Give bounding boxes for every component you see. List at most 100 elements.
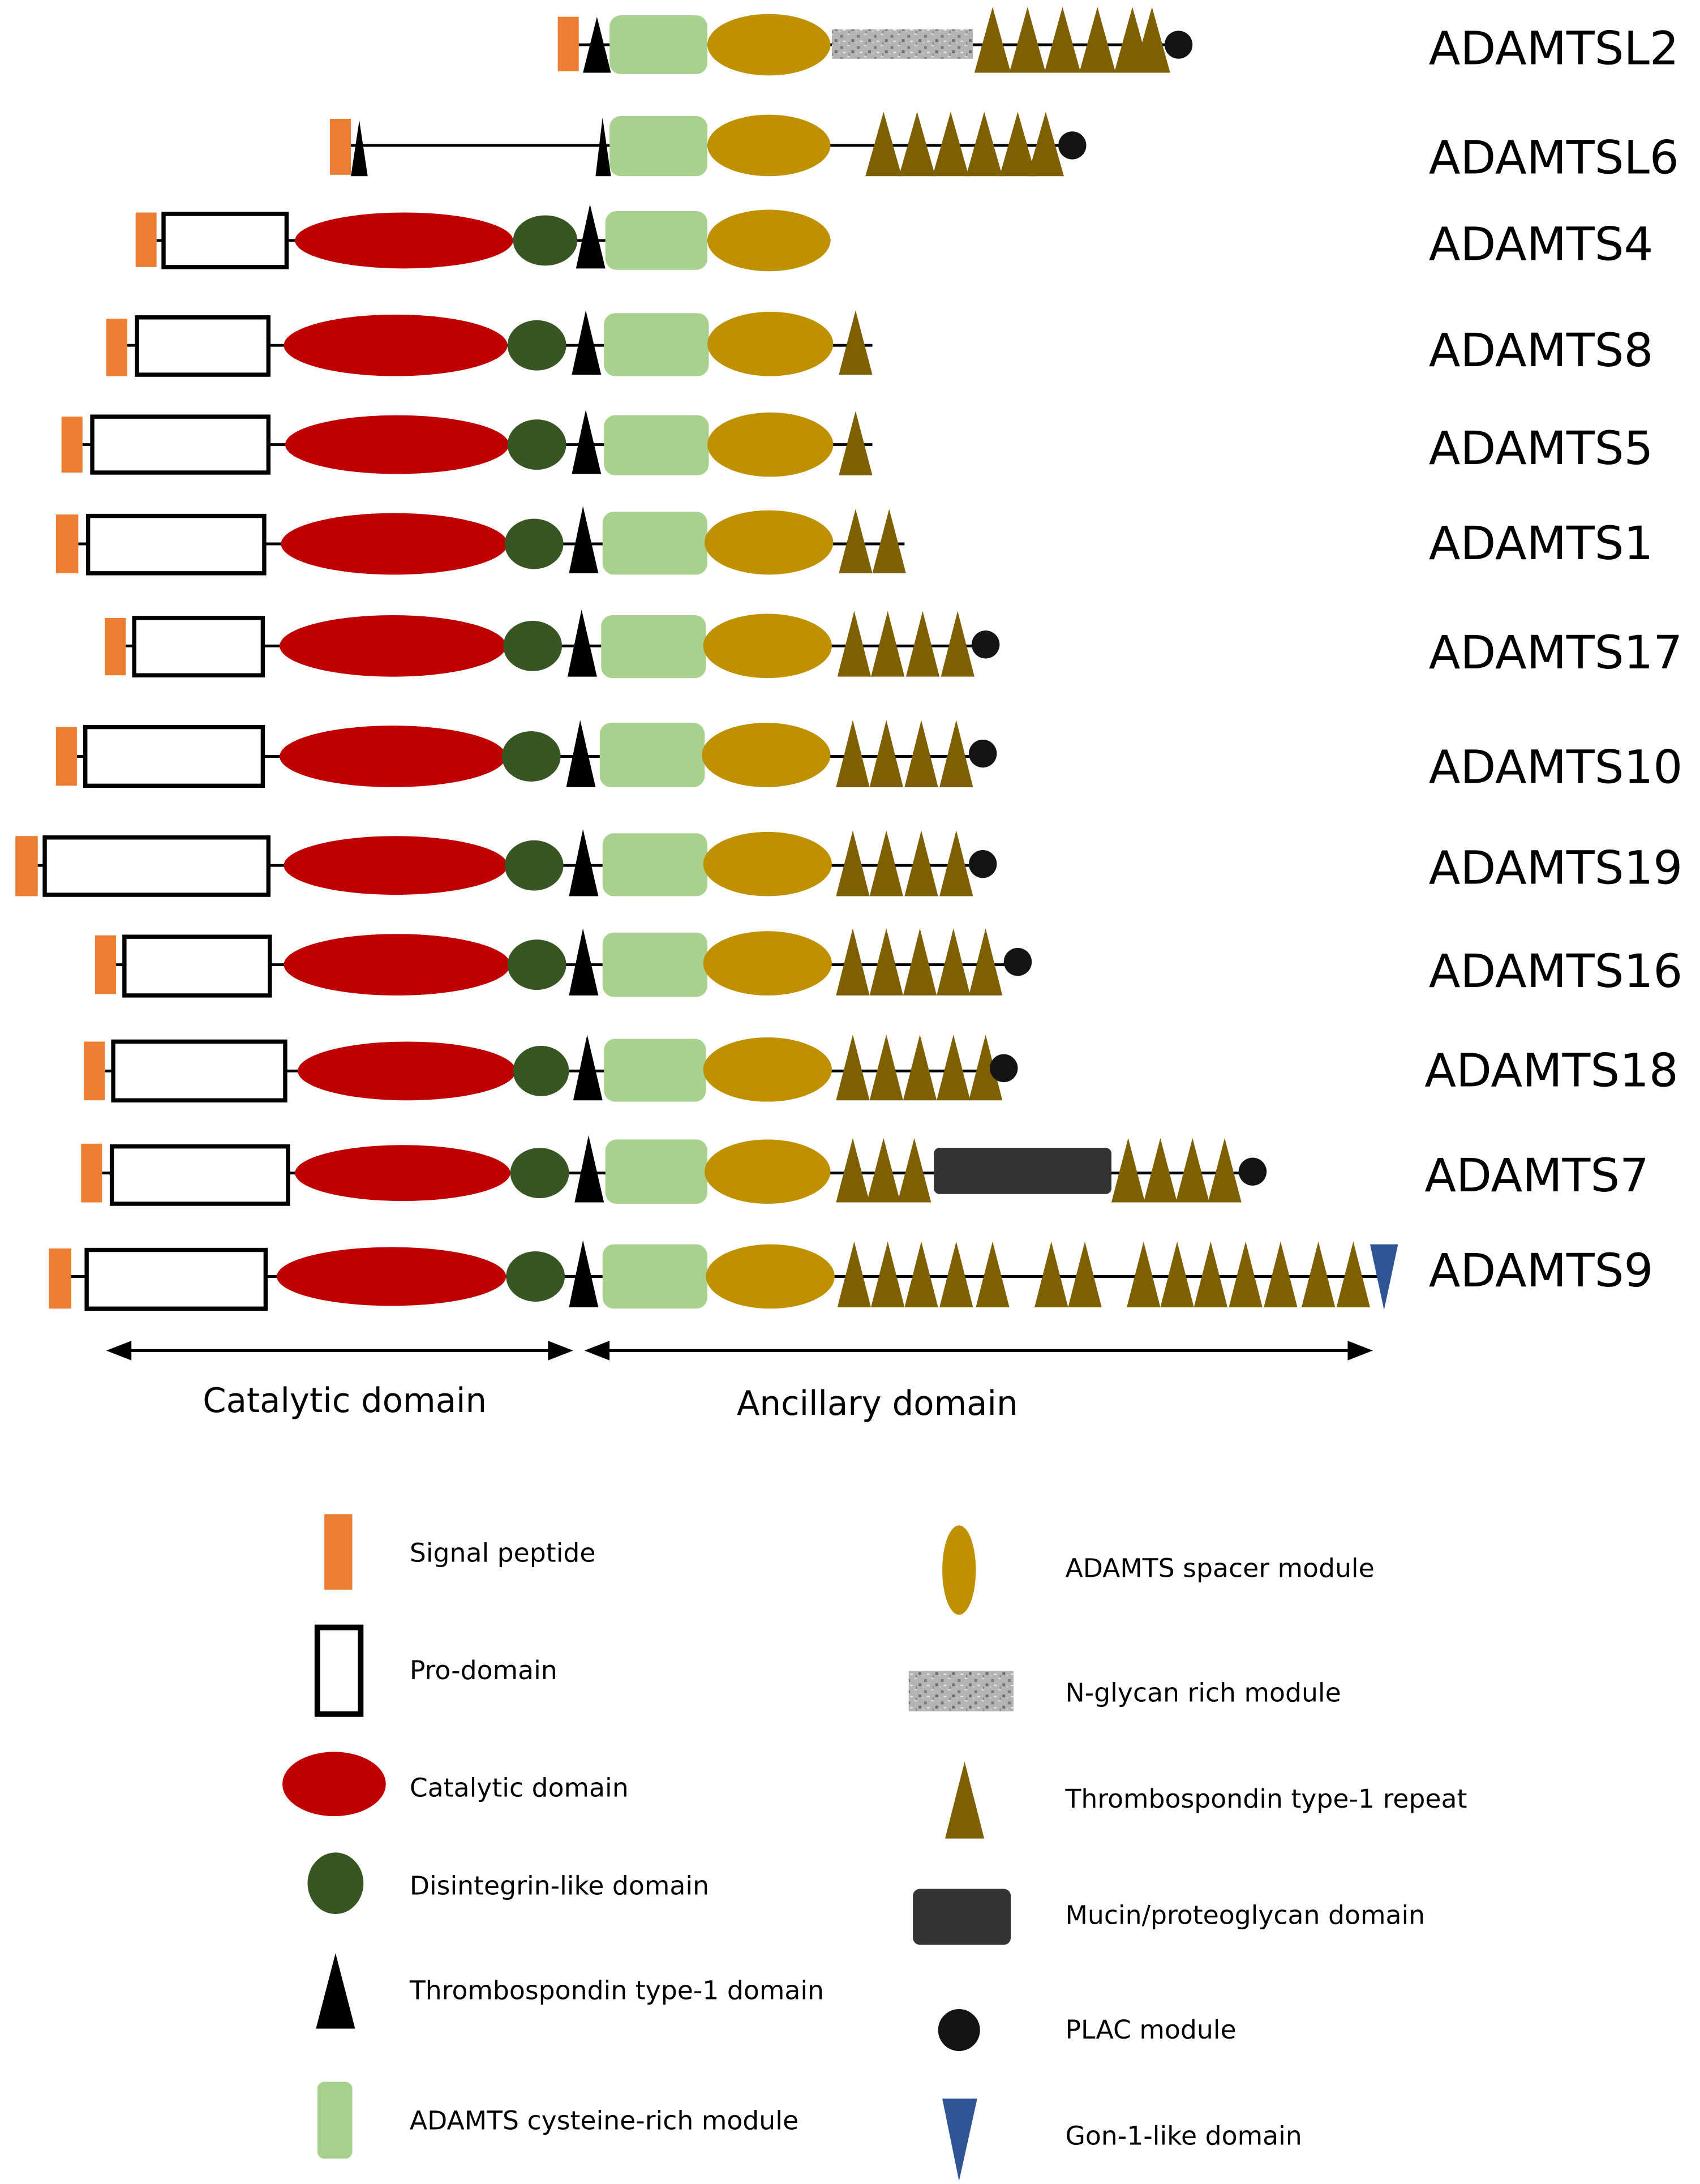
spacer-module [707, 209, 831, 272]
disintegrin-domain [504, 518, 564, 569]
tsr [937, 1035, 971, 1101]
catalytic-span: Catalytic domain [106, 1341, 573, 1420]
spacer-module [703, 831, 832, 896]
tsr [869, 1035, 903, 1101]
catalytic-domain [284, 836, 508, 895]
protein-row-adamts10: ADAMTS10 [55, 720, 1682, 794]
tsp1-domain [351, 120, 368, 177]
legend-item-tsp1-domain: Thrombospondin type-1 domain [316, 1953, 824, 2029]
prodomain [83, 724, 265, 788]
tsr [1027, 111, 1064, 177]
signal-peptide [15, 836, 38, 896]
legend-item-signal-peptide: Signal peptide [324, 1514, 596, 1590]
legend-item-cys-rich: ADAMTS cysteine-rich module [317, 2082, 799, 2159]
disintegrin-domain [510, 1148, 569, 1199]
tsr [903, 1035, 937, 1101]
catalytic-domain [281, 513, 508, 575]
tsp1-domain-swatch [316, 1953, 355, 2029]
catalytic-domain [280, 615, 506, 677]
protein-row-adamts8: ADAMTS8 [106, 310, 1653, 377]
protein-label: ADAMTS19 [1429, 841, 1682, 895]
prodomain [42, 835, 271, 897]
legend-item-disintegrin: Disintegrin-like domain [307, 1852, 709, 1914]
disintegrin-domain [506, 1251, 565, 1302]
spacer-module [707, 114, 831, 177]
signal-peptide [49, 1248, 71, 1309]
signal-peptide [106, 319, 127, 376]
legend-label: Signal peptide [410, 1538, 596, 1568]
protein-row-adamts1: ADAMTS1 [55, 506, 1654, 576]
ancillary-span: Ancillary domain [584, 1341, 1373, 1423]
tsr [966, 111, 1003, 177]
tsr [932, 111, 969, 177]
tsp1-domain [572, 310, 602, 375]
catalytic-domain [295, 1145, 510, 1202]
disintegrin-domain [513, 215, 578, 266]
tsr [872, 509, 906, 573]
tsp1-domain [569, 506, 599, 573]
tsr [1134, 7, 1170, 73]
tsr [974, 7, 1011, 73]
tsr [1044, 7, 1081, 73]
protein-label: ADAMTS10 [1429, 740, 1682, 794]
protein-label: ADAMTS9 [1429, 1244, 1654, 1298]
tsr [1264, 1241, 1298, 1307]
plac-module [1058, 131, 1087, 160]
prodomain [109, 1144, 290, 1206]
signal-peptide [95, 935, 117, 994]
tsr [939, 830, 973, 896]
tsr [968, 928, 1003, 996]
tsr [839, 411, 873, 475]
tsp1-domain [583, 16, 611, 73]
plac-module [990, 1054, 1018, 1083]
tsr [837, 1241, 872, 1307]
protein-row-adamts19: ADAMTS19 [15, 829, 1682, 897]
mucin-swatch [913, 1889, 1011, 1945]
legend-label: Disintegrin-like domain [410, 1870, 709, 1900]
tsr [939, 1241, 973, 1307]
tsp1-domain [567, 610, 597, 677]
signal-peptide [557, 16, 579, 71]
tsr [1229, 1241, 1263, 1307]
tsr [869, 830, 903, 896]
signal-peptide [81, 1143, 102, 1203]
legend-label: Catalytic domain [410, 1773, 629, 1803]
nglycan-swatch [908, 1671, 1014, 1711]
cys-rich-module [601, 615, 706, 679]
tsr [836, 928, 870, 996]
tsr [869, 720, 903, 787]
tsr [1301, 1241, 1336, 1307]
cys-rich-module [604, 1039, 706, 1102]
plac-module [968, 739, 997, 768]
legend-label: N-glycan rich module [1065, 1677, 1341, 1707]
legend: Signal peptide Pro-domain Catalytic doma… [282, 1514, 1467, 2181]
tsr [836, 1138, 870, 1203]
tsr [904, 1241, 938, 1307]
protein-row-adamts17: ADAMTS17 [105, 610, 1682, 680]
catalytic-domain [284, 314, 508, 376]
prodomain [111, 1039, 287, 1102]
tsr [866, 1138, 900, 1203]
signal-peptide [55, 727, 77, 786]
signal-peptide [61, 417, 83, 473]
cys-rich-module [604, 313, 709, 376]
spacer-module [703, 931, 832, 996]
prodomain [132, 616, 265, 677]
plac-module [971, 630, 1000, 659]
disintegrin-domain [507, 419, 566, 470]
mucin-domain [934, 1148, 1111, 1194]
tsr [836, 830, 870, 896]
legend-item-mucin: Mucin/proteoglycan domain [913, 1889, 1425, 1945]
legend-label: Thrombospondin type-1 repeat [1064, 1784, 1467, 1814]
tsp1-domain [569, 829, 599, 896]
catalytic-domain [280, 726, 506, 787]
tsr [941, 611, 975, 677]
protein-row-adamts18: ADAMTS18 [84, 1035, 1678, 1102]
tsr [904, 830, 938, 896]
spacer-module [707, 412, 834, 477]
spacer-module [705, 510, 834, 575]
cys-rich-module [602, 833, 708, 896]
arrowhead-left [584, 1341, 610, 1361]
protein-label: ADAMTS1 [1429, 517, 1654, 570]
